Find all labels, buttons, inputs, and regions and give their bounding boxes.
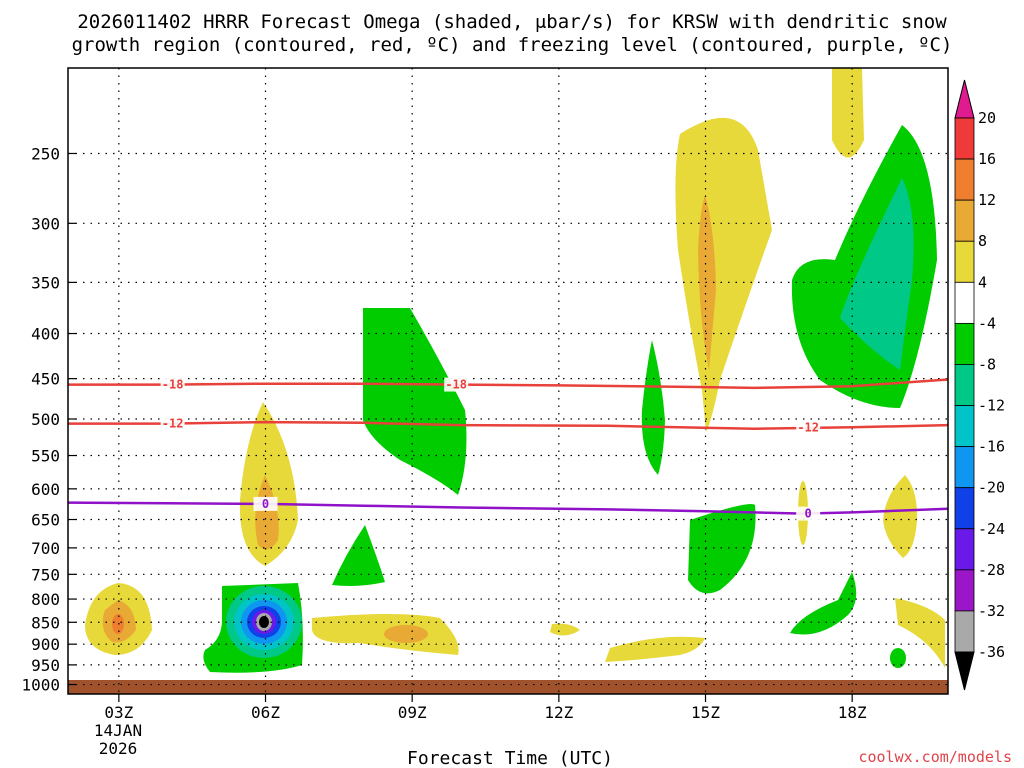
y-tick-label: 500 bbox=[31, 410, 60, 429]
colorbar-label: 4 bbox=[978, 273, 987, 291]
omega-negative-blob-15z bbox=[688, 504, 756, 594]
colorbar-segment bbox=[954, 528, 975, 571]
grid-lines bbox=[68, 68, 948, 694]
omega-negative-region-14z bbox=[641, 340, 665, 475]
colorbar-segment bbox=[954, 446, 975, 489]
colorbar-top-arrow bbox=[954, 79, 975, 119]
colorbar-bottom-arrow bbox=[954, 651, 975, 691]
colorbar-label: -32 bbox=[978, 602, 1005, 620]
contour-label-bg bbox=[796, 506, 821, 521]
x-tick-label: 06Z bbox=[251, 703, 280, 722]
contour-label: 0 bbox=[262, 497, 269, 511]
colorbar-label: -4 bbox=[978, 314, 996, 332]
y-tick-label: 600 bbox=[31, 480, 60, 499]
contour-label: -18 bbox=[445, 378, 467, 392]
colorbar-segment bbox=[954, 569, 975, 612]
colorbar-label: 12 bbox=[978, 191, 996, 209]
colorbar-label: -24 bbox=[978, 520, 1005, 538]
omega-positive-region-upper bbox=[675, 117, 772, 432]
colorbar-label: -28 bbox=[978, 561, 1005, 579]
ground-below-surface bbox=[68, 680, 948, 694]
contour-freezing-level-0 bbox=[67, 501, 949, 515]
colorbar-label: -16 bbox=[978, 438, 1005, 456]
omega-negative-region-mid bbox=[363, 308, 467, 495]
contour-label: -12 bbox=[797, 420, 819, 434]
x-tick-label: 12Z bbox=[544, 703, 573, 722]
omega-positive-blob-19z bbox=[883, 475, 918, 558]
y-tick-label: 400 bbox=[31, 325, 60, 344]
y-tick-label: 700 bbox=[31, 539, 60, 558]
omega-positive-core-06z bbox=[255, 475, 279, 550]
omega-shading bbox=[85, 68, 945, 673]
contour-lines: -18 -18 -12 -12 0 0 bbox=[67, 377, 949, 521]
y-axis-ticks: 250 300 350 400 450 500 550 600 650 700 750 800 850 9… bbox=[21, 144, 76, 695]
colorbar-segment bbox=[954, 322, 975, 365]
y-tick-label: 650 bbox=[31, 511, 60, 530]
y-tick-label: 800 bbox=[31, 590, 60, 609]
x-tick-label: 15Z bbox=[691, 703, 720, 722]
contour-label: 0 bbox=[805, 507, 812, 521]
y-tick-label: 550 bbox=[31, 447, 60, 466]
y-tick-label: 900 bbox=[31, 635, 60, 654]
colorbar-segment bbox=[954, 199, 975, 242]
colorbar-label: 16 bbox=[978, 150, 996, 168]
colorbar-label: 8 bbox=[978, 232, 987, 250]
omega-positive-region-top bbox=[832, 68, 864, 158]
contour-dgz-minus-18 bbox=[68, 378, 949, 390]
y-tick-label: 750 bbox=[31, 565, 60, 584]
colorbar-label: 20 bbox=[978, 109, 996, 127]
omega-positive-peak-03z bbox=[112, 614, 124, 634]
colorbar-segment bbox=[954, 405, 975, 448]
omega-positive-core-09z bbox=[384, 625, 428, 643]
omega-positive-blob-12z bbox=[550, 623, 580, 636]
contour-label-bg bbox=[160, 416, 185, 431]
date-label-day: 14JAN bbox=[94, 721, 142, 740]
y-tick-label: 350 bbox=[31, 273, 60, 292]
plot-frame bbox=[67, 67, 949, 695]
omega-negative-blob-19z-low bbox=[890, 648, 906, 668]
colorbar-segment bbox=[954, 158, 975, 201]
colorbar-segment bbox=[954, 117, 975, 160]
colorbar-segment bbox=[954, 281, 975, 324]
contour-label-bg bbox=[796, 420, 821, 435]
y-tick-label: 850 bbox=[31, 613, 60, 632]
y-tick-label: 450 bbox=[31, 370, 60, 389]
omega-positive-blob-right-low bbox=[895, 598, 945, 668]
chart-title-line2: growth region (contoured, red, ºC) and f… bbox=[72, 34, 953, 56]
contour-label: -18 bbox=[162, 378, 184, 392]
colorbar: 20 16 12 8 4 -4 -8 -12 -16 -20 -24 -28 -32 -36 bbox=[954, 79, 1005, 691]
omega-positive-band-14z bbox=[605, 636, 705, 662]
chart-title-line1: 2026011402 HRRR Forecast Omega (shaded, … bbox=[77, 11, 947, 33]
date-label-year: 2026 bbox=[99, 739, 138, 758]
colorbar-label: -20 bbox=[978, 479, 1005, 497]
x-tick-label: 03Z bbox=[104, 703, 133, 722]
colorbar-label: -8 bbox=[978, 355, 996, 373]
contour-label-bg bbox=[253, 496, 278, 511]
colorbar-segment bbox=[954, 240, 975, 283]
colorbar-segment bbox=[954, 364, 975, 406]
x-tick-label: 18Z bbox=[838, 703, 867, 722]
contour-label-bg bbox=[444, 377, 469, 392]
y-tick-label: 300 bbox=[31, 214, 60, 233]
x-tick-label: 09Z bbox=[398, 703, 427, 722]
credit-text: coolwx.com/models bbox=[858, 748, 1012, 766]
y-tick-label: 250 bbox=[31, 144, 60, 163]
omega-negative-blob-18z bbox=[790, 572, 857, 635]
y-tick-label: 950 bbox=[31, 656, 60, 675]
omega-positive-core-upper bbox=[698, 195, 716, 370]
omega-negative-core-right bbox=[840, 178, 914, 370]
contour-label-bg bbox=[160, 377, 185, 392]
colorbar-label: -12 bbox=[978, 397, 1005, 415]
colorbar-label: -36 bbox=[978, 643, 1005, 661]
contour-label: -12 bbox=[162, 417, 184, 431]
y-tick-label: 1000 bbox=[21, 676, 60, 695]
omega-negative-blob-08z bbox=[332, 525, 385, 586]
colorbar-segment bbox=[954, 487, 975, 530]
x-axis-ticks: 03Z 06Z 09Z 12Z 15Z 18Z bbox=[104, 694, 867, 722]
colorbar-segment bbox=[954, 610, 975, 653]
x-axis-label: Forecast Time (UTC) bbox=[407, 748, 613, 768]
